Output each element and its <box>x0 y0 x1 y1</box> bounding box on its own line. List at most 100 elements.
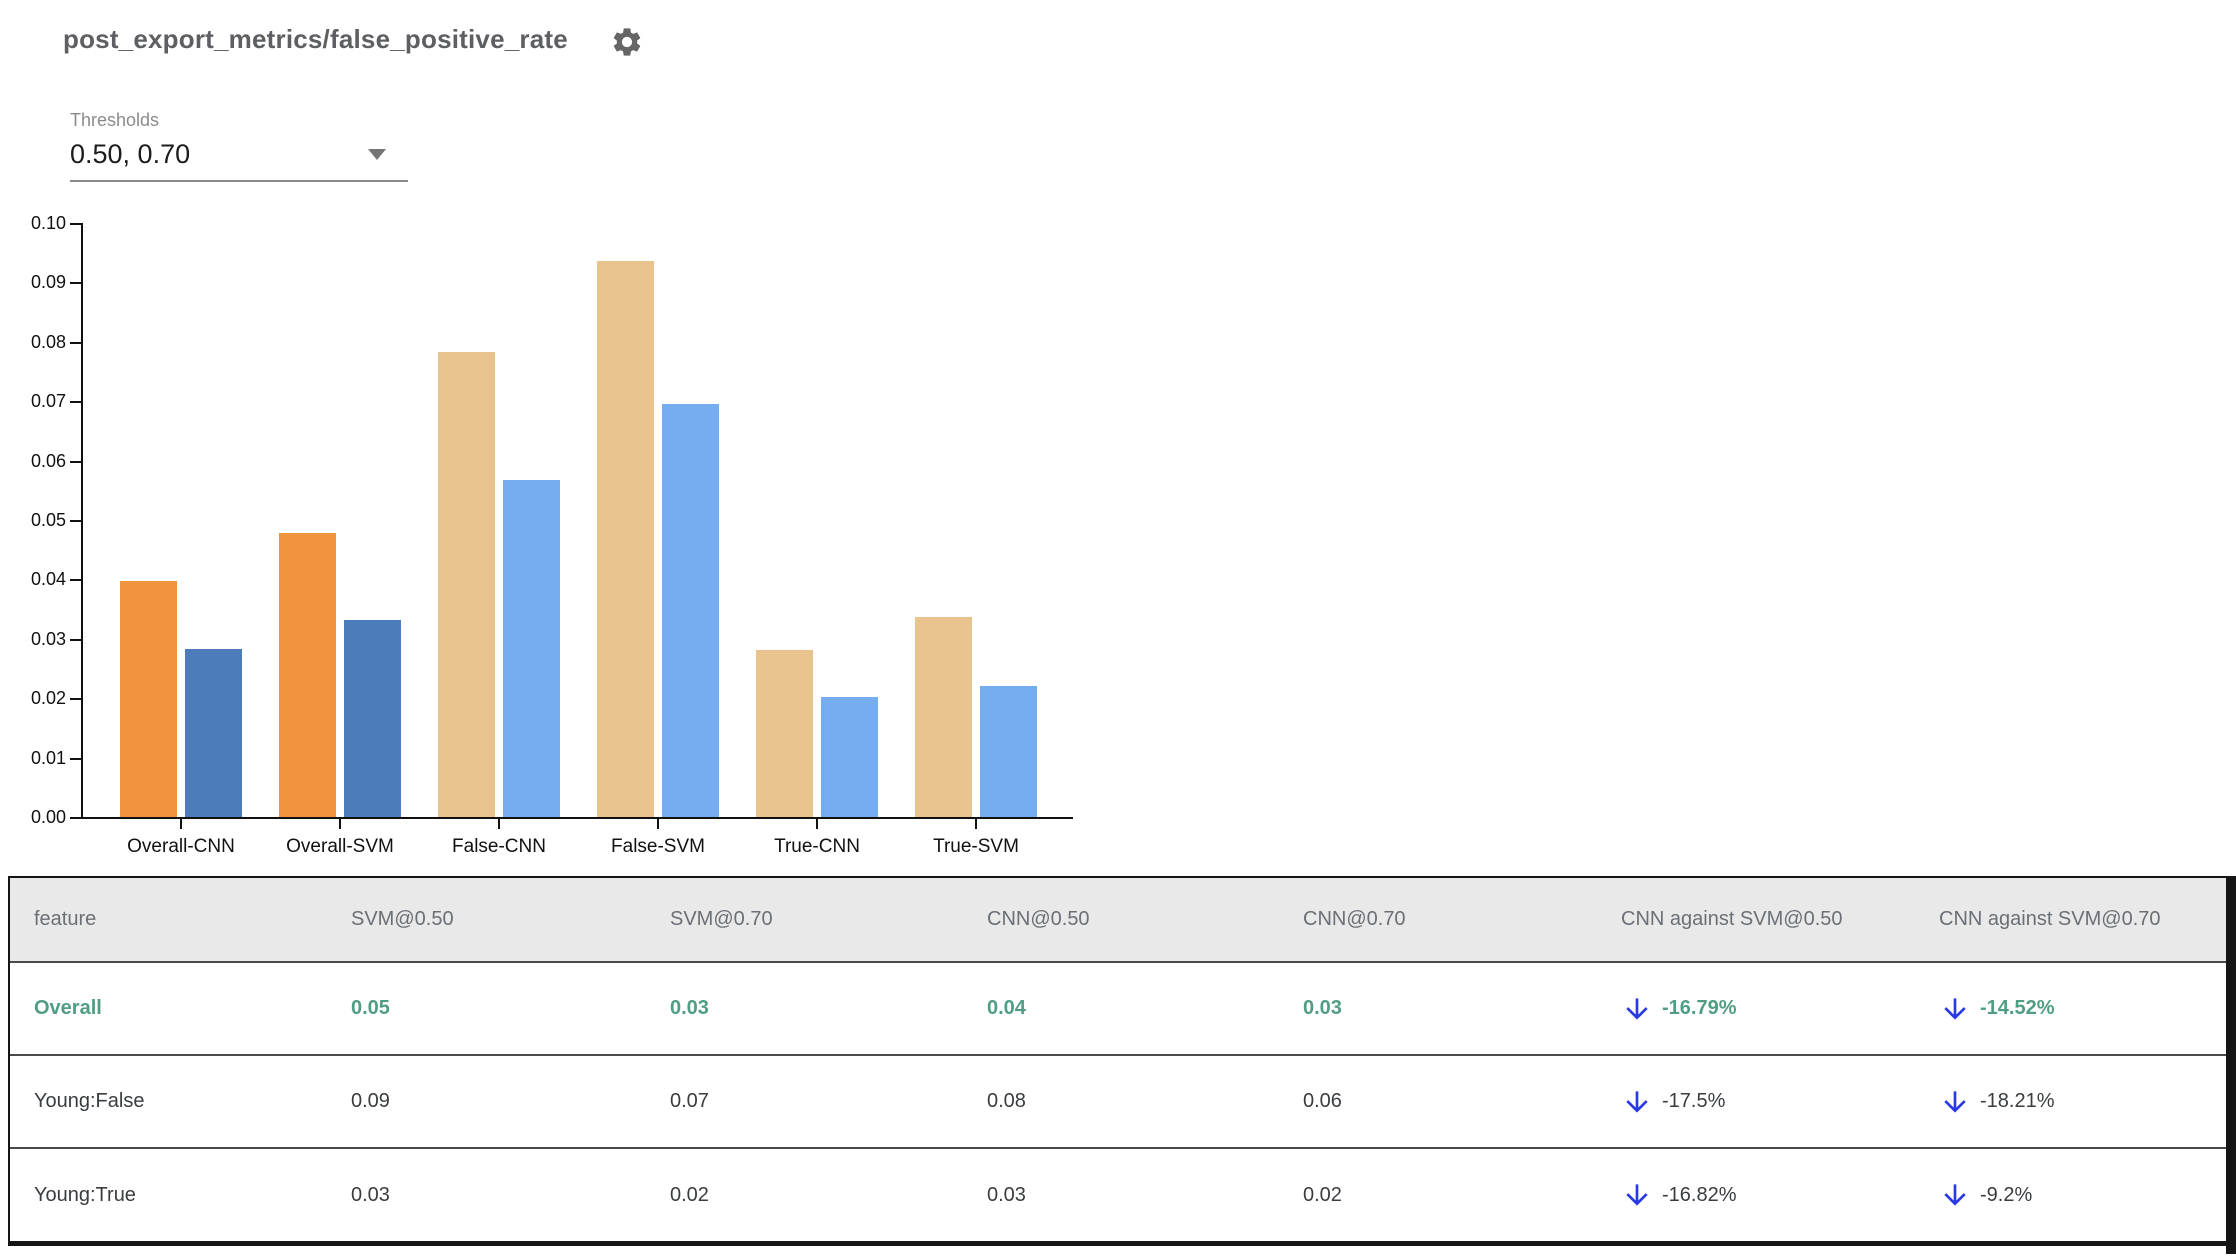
delta-value: -17.5% <box>1662 1090 1726 1112</box>
column-header-cnn-against-svm-0-50: CNN against SVM@0.50 <box>1597 878 1915 963</box>
column-header-cnn-0-50: CNN@0.50 <box>963 878 1279 963</box>
x-axis-tick <box>498 819 500 829</box>
feature-cell: Young:True <box>34 1183 136 1206</box>
y-axis-tick-label: 0.08 <box>30 331 66 352</box>
y-axis-tick <box>70 223 81 225</box>
delta-cell: -18.21% <box>1915 1055 2226 1149</box>
delta-cell: -17.5% <box>1597 1055 1915 1149</box>
y-axis-tick <box>70 341 81 344</box>
y-axis-tick-label: 0.07 <box>30 391 66 412</box>
metric-value-cell: 0.02 <box>670 1183 709 1206</box>
feature-cell: Overall <box>10 962 327 1056</box>
y-axis-tick <box>70 817 81 819</box>
delta-cell: -16.79% <box>1597 962 1915 1056</box>
metric-value-cell: 0.03 <box>351 1183 390 1206</box>
table-row-young-true: Young:True 0.03 0.02 0.03 0.02 -16.82% -9.2% <box>10 1148 2226 1241</box>
metric-value-cell: 0.04 <box>963 962 1279 1056</box>
metric-value-cell: 0.06 <box>1279 1055 1597 1149</box>
dropdown-caret-icon <box>368 149 386 160</box>
page-title: post_export_metrics/false_positive_rate <box>63 24 568 54</box>
delta-value: -18.21% <box>1980 1090 2055 1112</box>
bar-Overall-CNN-threshold0.50 <box>120 581 177 817</box>
y-axis-tick <box>70 282 81 285</box>
metric-value-cell: 0.09 <box>327 1055 646 1149</box>
y-axis-tick-label: 0.09 <box>30 272 66 293</box>
metrics-table-container: feature SVM@0.50 SVM@0.70 CNN@0.50 CNN@0.70 C… <box>8 876 2226 1246</box>
x-axis-tick <box>339 819 341 829</box>
x-axis-tick <box>180 819 182 829</box>
x-axis-tick-label: True-SVM <box>933 836 1019 857</box>
thresholds-label: Thresholds <box>70 110 160 130</box>
y-axis-line <box>81 223 83 819</box>
x-axis-tick-label: True-CNN <box>774 836 860 857</box>
delta-value: -14.52% <box>1980 997 2055 1019</box>
y-axis-tick <box>70 460 81 463</box>
x-axis-line <box>81 817 1073 819</box>
table-scrollbar-strip[interactable] <box>2226 876 2236 1254</box>
y-axis-tick-label: 0.04 <box>30 569 66 590</box>
y-axis-tick-label: 0.01 <box>30 747 66 768</box>
delta-cell: -16.82% <box>1597 1148 1915 1241</box>
y-axis-tick <box>70 401 81 404</box>
bar-False-SVM-threshold0.70 <box>662 404 719 817</box>
x-axis-tick-label: False-CNN <box>452 836 546 857</box>
down-arrow-icon <box>1626 1184 1648 1206</box>
table-header-row: feature SVM@0.50 SVM@0.70 CNN@0.50 CNN@0.70 C… <box>10 878 2226 963</box>
select-underline <box>70 180 408 182</box>
y-axis-tick-label: 0.02 <box>30 688 66 709</box>
metric-value-cell: 0.03 <box>646 962 963 1056</box>
column-header-svm-0-50: SVM@0.50 <box>327 878 646 963</box>
bar-False-CNN-threshold0.70 <box>503 480 560 817</box>
column-header-cnn-0-70: CNN@0.70 <box>1279 878 1597 963</box>
down-arrow-icon <box>1626 997 1648 1020</box>
x-axis-tick-label: False-SVM <box>611 836 705 857</box>
x-axis-tick <box>975 819 977 829</box>
metric-value-cell: 0.02 <box>1303 1183 1342 1206</box>
y-axis-tick-label: 0.06 <box>30 450 66 471</box>
y-axis-tick-label: 0.10 <box>30 213 66 233</box>
bar-True-CNN-threshold0.70 <box>821 697 878 817</box>
down-arrow-icon <box>1944 1184 1966 1206</box>
y-axis-tick-label: 0.05 <box>30 510 66 530</box>
x-axis-tick <box>816 819 818 829</box>
metric-value-cell: 0.08 <box>963 1055 1279 1149</box>
metric-value-cell: 0.03 <box>987 1183 1026 1206</box>
false-positive-rate-bar-chart: 0.00 0.01 0.02 0.03 0.04 0.05 0.06 0.07 0.08 0.09… <box>0 190 1130 880</box>
y-axis-tick <box>70 520 81 522</box>
column-header-cnn-against-svm-0-70: CNN against SVM@0.70 <box>1915 878 2226 963</box>
feature-cell: Young:False <box>10 1055 327 1149</box>
x-axis-tick-label: Overall-CNN <box>127 836 235 857</box>
delta-value: -9.2% <box>1980 1183 2033 1206</box>
metrics-table: feature SVM@0.50 SVM@0.70 CNN@0.50 CNN@0.70 C… <box>10 878 2226 1241</box>
table-row-overall: Overall 0.05 0.03 0.04 0.03 -16.79% -14.52% <box>10 962 2226 1056</box>
column-header-svm-0-70: SVM@0.70 <box>646 878 963 963</box>
settings-button[interactable] <box>608 24 646 62</box>
bar-True-SVM-threshold0.50 <box>915 617 972 817</box>
delta-cell: -14.52% <box>1915 962 2226 1056</box>
delta-cell: -9.2% <box>1915 1148 2226 1241</box>
delta-value: -16.82% <box>1662 1183 1737 1206</box>
table-row-young-false: Young:False 0.09 0.07 0.08 0.06 -17.5% -18.21% <box>10 1055 2226 1149</box>
y-axis-tick-label: 0.03 <box>30 628 66 649</box>
y-axis-tick <box>70 698 81 701</box>
down-arrow-icon <box>1944 1090 1966 1113</box>
settings-gear-icon <box>613 27 641 56</box>
thresholds-value: 0.50, 0.70 <box>70 139 191 169</box>
metric-value-cell: 0.07 <box>646 1055 963 1149</box>
down-arrow-icon <box>1626 1090 1648 1113</box>
y-axis-tick <box>70 638 81 641</box>
bar-True-CNN-threshold0.50 <box>756 650 813 817</box>
metric-value-cell: 0.03 <box>1279 962 1597 1056</box>
x-axis-tick <box>657 819 659 829</box>
y-axis-tick-label: 0.00 <box>30 807 66 827</box>
column-header-feature: feature <box>10 878 327 963</box>
bar-Overall-SVM-threshold0.50 <box>279 533 336 817</box>
x-axis-tick-label: Overall-SVM <box>286 836 394 857</box>
bar-False-CNN-threshold0.50 <box>438 352 495 817</box>
thresholds-select[interactable]: Thresholds 0.50, 0.70 <box>70 110 410 182</box>
down-arrow-icon <box>1944 997 1966 1020</box>
metric-value-cell: 0.05 <box>327 962 646 1056</box>
y-axis-tick <box>70 757 81 760</box>
delta-value: -16.79% <box>1662 997 1737 1019</box>
bar-True-SVM-threshold0.70 <box>980 686 1037 817</box>
